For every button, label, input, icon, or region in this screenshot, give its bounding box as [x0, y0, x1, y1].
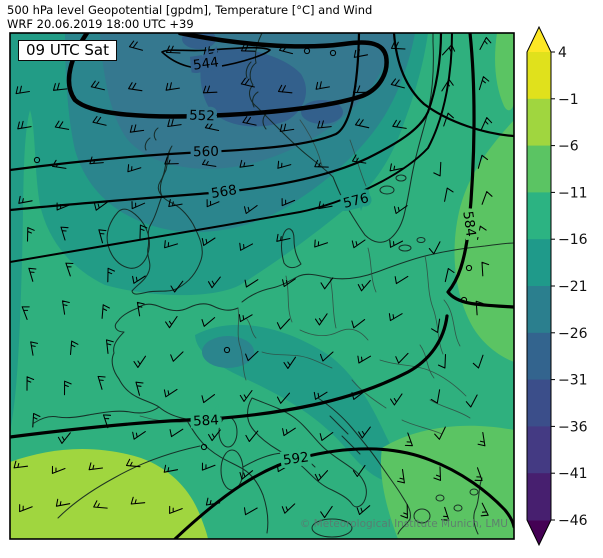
wind-barb-set [13, 36, 493, 521]
colorbar-segment [527, 145, 551, 193]
title-block: 500 hPa level Geopotential [gpdm], Tempe… [7, 3, 372, 31]
contour-584-south [10, 314, 449, 439]
contour-576 [10, 33, 453, 263]
colorbar-tick-label: −6 [558, 139, 579, 155]
colorbar-tick-label: −26 [558, 326, 588, 342]
contour-592 [173, 447, 514, 539]
contour-label-552: 552 [189, 108, 215, 125]
colorbar-segment [527, 52, 551, 100]
colorbar-arrow-top [527, 27, 551, 52]
colorbar-tick-label: −46 [558, 513, 588, 529]
temp-fill-darkblue-patch [200, 48, 306, 127]
contour-544 [161, 46, 271, 70]
geopotential-contours [10, 33, 514, 539]
watermark: © Meteorological Institute Munich, LMU [299, 518, 508, 530]
colorbar-segment [527, 473, 551, 521]
calm-wind-circle [223, 346, 231, 354]
colorbar-tick-label: −36 [558, 419, 588, 435]
colorbar-tick-label: −16 [558, 232, 588, 248]
map-border [9, 32, 515, 540]
timestamp-box: 09 UTC Sat [18, 40, 117, 61]
map-title: 500 hPa level Geopotential [gpdm], Tempe… [7, 3, 373, 17]
colorbar-segment [527, 426, 551, 474]
coastlines [33, 33, 514, 538]
timestamp-label: 09 UTC Sat [26, 41, 109, 59]
calm-wind-circle [200, 443, 208, 451]
temperature-colorbar: 4 −1 −6 −11 −16 −21 −26 −31 −36 −41 −46 [526, 25, 588, 547]
calm-wind-circle [465, 264, 473, 272]
colorbar-segment [527, 239, 551, 287]
colorbar-segment [527, 379, 551, 427]
temp-fill-lightgreen-east [454, 120, 514, 362]
contour-560-west [10, 33, 361, 172]
country-borders [139, 119, 471, 435]
colorbar-segment [527, 192, 551, 240]
calm-wind-circle [33, 156, 41, 164]
map-subtitle: WRF 20.06.2019 18:00 UTC +39 [7, 17, 194, 31]
colorbar-segment [527, 286, 551, 334]
colorbar-segment [527, 332, 551, 381]
contour-560-east [392, 33, 514, 138]
contour-label-560: 560 [193, 144, 219, 160]
contour-568 [10, 33, 443, 212]
colorbar-tick-label: −21 [558, 279, 588, 295]
colorbar-tick-label: −31 [558, 373, 588, 389]
colorbar-tick-label: −11 [558, 185, 588, 201]
colorbar-tick-label: 4 [558, 45, 567, 61]
colorbar-arrow-bottom [527, 520, 551, 545]
wind-barbs [13, 36, 493, 521]
colorbar-segment [527, 98, 551, 147]
contour-584-east [446, 33, 514, 309]
colorbar-tick-label: −41 [558, 466, 588, 482]
contour-label-584: 584 [193, 412, 220, 429]
calm-wind-circle [329, 49, 337, 57]
contour-label-592: 592 [282, 449, 310, 468]
temp-fill-lightgreen-ne [495, 33, 514, 111]
colorbar-tick-label: −1 [558, 92, 579, 108]
